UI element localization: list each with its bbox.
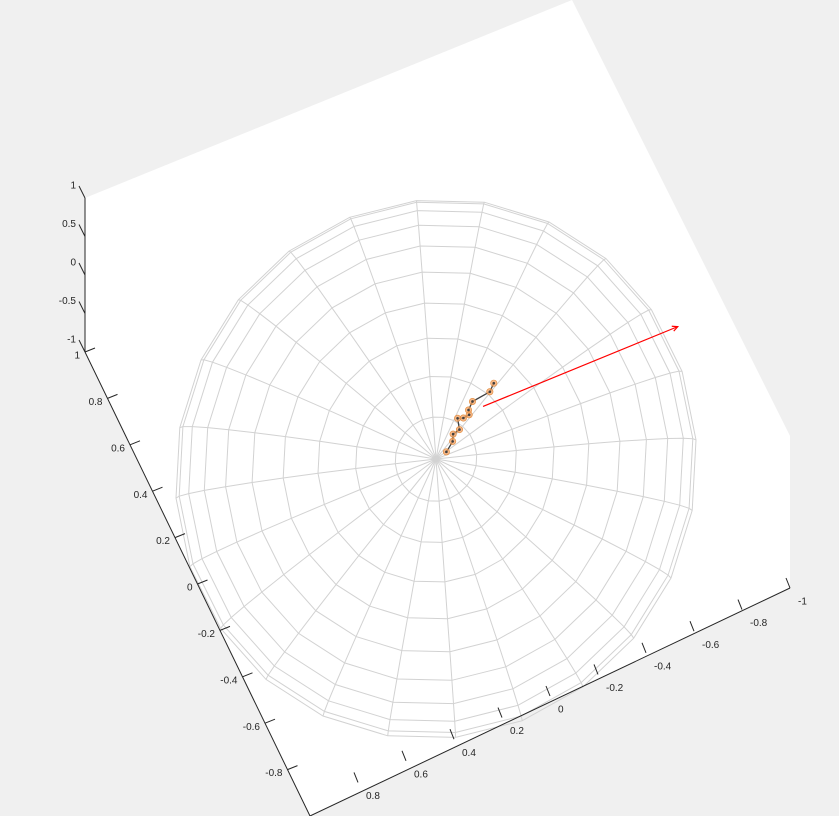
sphere-meridian	[179, 426, 437, 460]
sphere-meridian	[435, 309, 652, 460]
x-axis-tick-label: 0.8	[366, 791, 380, 802]
z-axis-tick-label: 0.5	[62, 219, 76, 230]
z-axis-tick	[78, 262, 86, 276]
data-point-center	[451, 432, 455, 436]
x-axis-tick	[401, 750, 407, 761]
sphere-meridian	[435, 458, 635, 639]
y-axis-tick	[219, 625, 231, 631]
z-axis-tick	[78, 339, 86, 353]
sphere-meridian	[265, 458, 437, 680]
x-axis-tick	[545, 685, 551, 697]
sphere-meridian	[435, 458, 693, 511]
y-axis-tick-label: -0.8	[265, 768, 283, 779]
z-axis-tick-label: 1	[70, 181, 76, 192]
y-axis-tick	[197, 579, 208, 585]
x-axis-tick	[497, 707, 503, 718]
axes-plane	[85, 0, 790, 816]
sphere-meridian	[435, 258, 607, 460]
sphere-meridian	[435, 458, 584, 688]
sphere-meridian	[435, 202, 485, 460]
x-axis-tick-label: -1	[798, 597, 807, 608]
y-axis-tick-label: 0.4	[134, 490, 148, 501]
data-point-center	[445, 450, 448, 454]
sphere-meridian	[415, 200, 437, 460]
x-axis-tick-label: 0.2	[510, 726, 524, 737]
z-axis-tick-label: 0	[70, 258, 76, 269]
sphere-meridian	[349, 217, 437, 460]
data-point-center	[471, 400, 474, 403]
y-axis-tick-label: -0.2	[198, 629, 216, 640]
x-axis-tick-label: -0.2	[606, 683, 624, 694]
z-axis-tick	[78, 224, 86, 237]
y-axis-tick	[107, 393, 118, 399]
axes-layer: 1 0.5 0 -0.5 -1 1 0.8 0.6 0.4 0.2 0 -0.2 -0.4 -0.6 -0.…	[59, 181, 807, 816]
sphere-meridian	[435, 458, 523, 721]
vector-line	[482, 326, 678, 408]
sphere-meridian	[220, 458, 437, 629]
x-axis-tick	[689, 621, 695, 632]
data-point-center	[488, 390, 492, 394]
data-point-center	[451, 440, 454, 443]
x-axis-tick	[785, 577, 791, 589]
vector-layer	[482, 325, 680, 408]
y-axis-tick	[242, 672, 253, 678]
sphere-meridian	[387, 458, 437, 736]
x-axis-tick-label: 0.6	[414, 769, 428, 780]
sphere-meridian	[189, 458, 437, 567]
y-axis-tick	[287, 765, 298, 771]
x-axis-tick-label: -0.6	[702, 640, 720, 651]
x-axis-tick	[353, 772, 359, 783]
sphere-meridian	[238, 299, 437, 460]
x-axis-line	[309, 587, 791, 816]
y-axis-tick-label: 0	[187, 583, 193, 594]
sphere-meridian	[435, 221, 550, 460]
x-axis-tick	[641, 642, 647, 653]
sphere-mesh	[175, 200, 697, 738]
sphere-meridian	[435, 458, 457, 738]
y-axis-tick-label: 0.6	[111, 443, 125, 454]
y-axis-tick-label: 1	[74, 351, 80, 362]
x-axis-tick	[449, 729, 455, 740]
y-axis-tick-label: -0.4	[220, 675, 238, 686]
y-axis-tick	[84, 347, 96, 353]
x-axis-tick-label: 0	[558, 705, 564, 716]
sphere-meridian	[288, 250, 437, 460]
y-axis-tick	[129, 440, 141, 446]
sphere-meridian	[435, 370, 683, 460]
y-axis-tick	[174, 533, 186, 539]
sphere-meridian	[200, 359, 437, 460]
y-axis-tick	[264, 718, 276, 724]
sphere-meridian	[175, 458, 437, 499]
y-axis-tick-label: -0.6	[243, 722, 261, 733]
z-axis-tick	[78, 301, 86, 314]
z-axis-tick-label: -1	[67, 335, 76, 346]
y-axis-tick	[152, 486, 163, 492]
y-axis-tick-label: 0.8	[89, 397, 103, 408]
z-axis-tick-label: -0.5	[59, 296, 77, 307]
x-axis-tick-label: 0.4	[462, 748, 476, 759]
x-axis-tick-label: -0.8	[750, 618, 768, 629]
data-point-center	[456, 417, 459, 420]
data-point-center	[492, 381, 496, 385]
vector-arrowhead	[671, 325, 680, 332]
x-axis-tick	[737, 599, 743, 610]
data-point-center	[458, 428, 461, 431]
sphere-meridian	[322, 458, 437, 717]
data-point-center	[467, 408, 470, 412]
points-layer	[442, 379, 498, 456]
data-point-center	[462, 416, 465, 420]
z-axis-tick	[78, 185, 86, 199]
data-point-center	[467, 413, 471, 417]
x-axis-tick-label: -0.4	[654, 661, 672, 672]
x-axis-tick	[593, 664, 599, 675]
sphere-meridian	[435, 458, 672, 579]
y-axis-tick-label: 0.2	[156, 536, 170, 547]
sphere-meridian	[435, 437, 697, 460]
